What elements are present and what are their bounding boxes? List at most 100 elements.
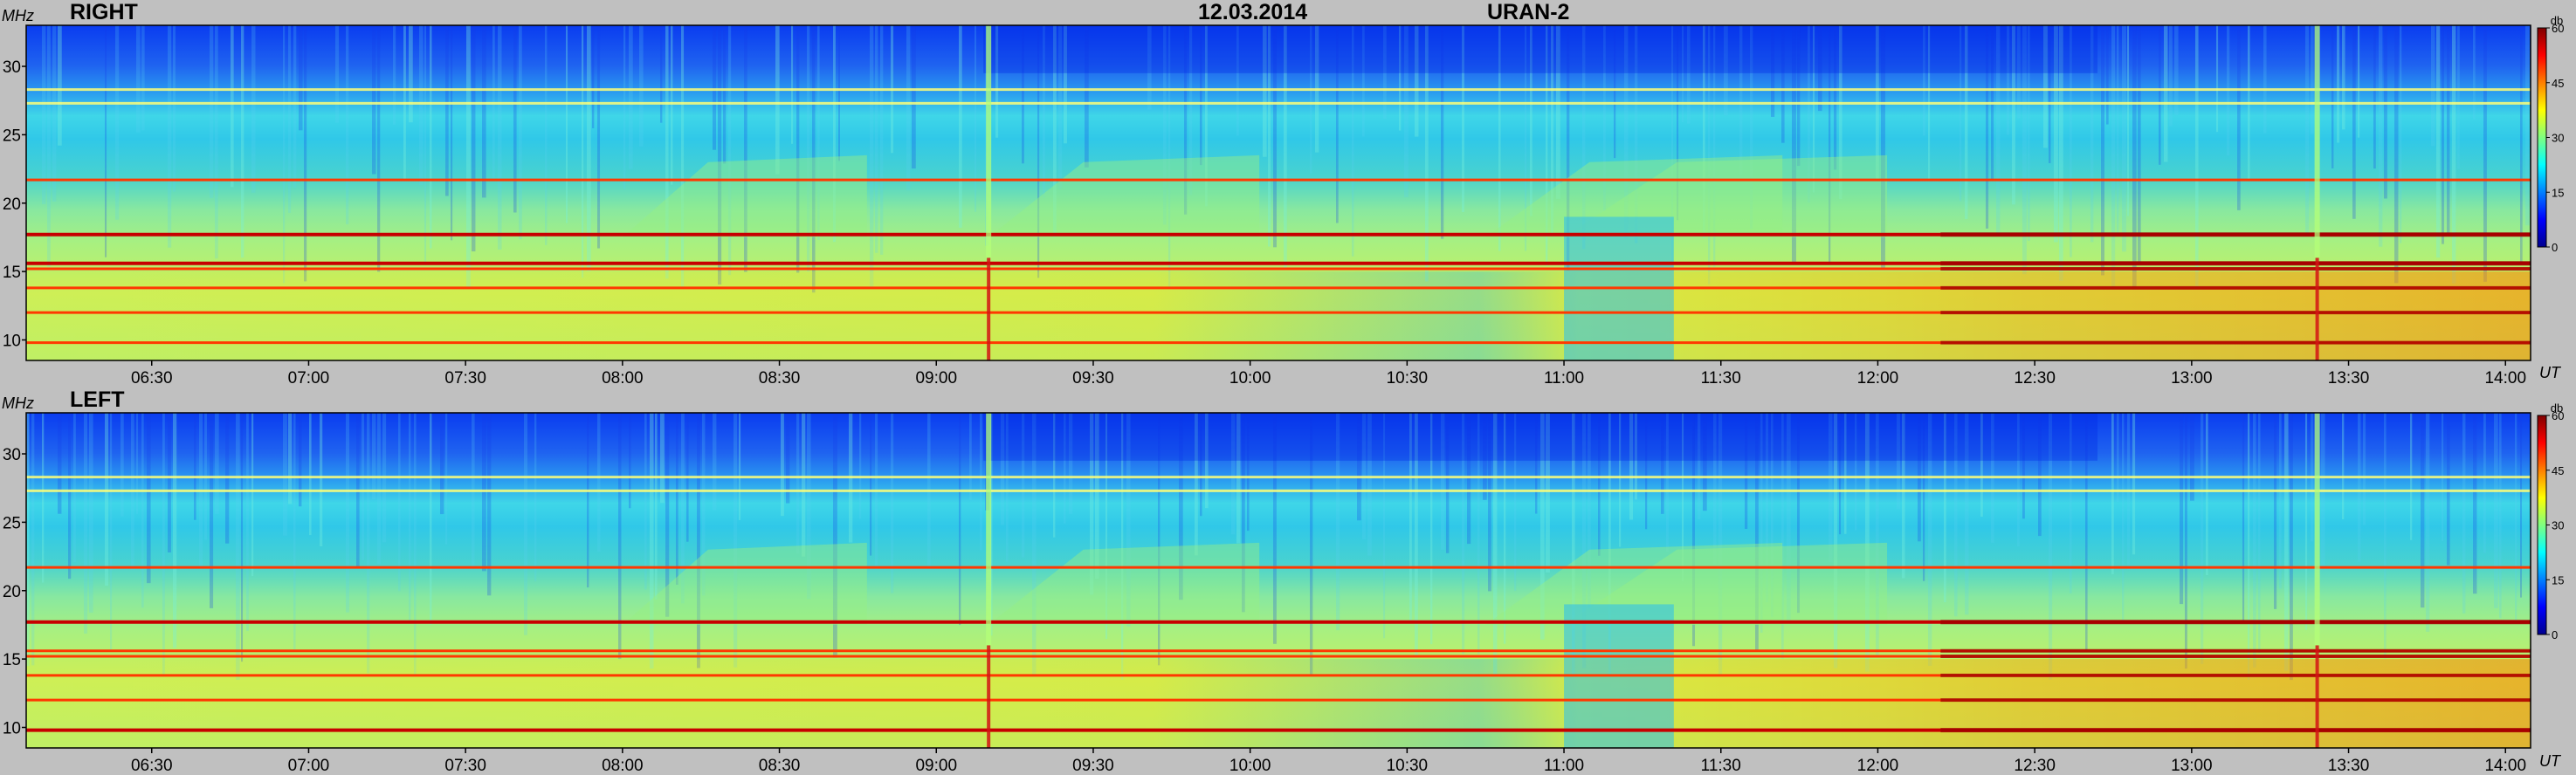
texture-column <box>838 25 841 161</box>
texture-column <box>2017 413 2020 547</box>
texture-column <box>2022 25 2027 275</box>
texture-column <box>1839 413 1842 535</box>
texture-column <box>912 25 916 169</box>
burst-event <box>987 257 991 360</box>
texture-column <box>2090 25 2094 243</box>
texture-column <box>1205 25 1208 207</box>
drift-event <box>1485 542 1783 625</box>
x-tick-label: 12:00 <box>1857 757 1899 775</box>
drift-event <box>622 154 867 237</box>
texture-column <box>288 25 292 213</box>
texture-column <box>723 25 727 164</box>
texture-column <box>812 25 816 293</box>
drift-event <box>988 154 1260 237</box>
texture-column <box>1745 413 1748 529</box>
texture-column <box>1273 413 1277 644</box>
x-tick-label: 07:00 <box>288 369 330 388</box>
low-freq-region <box>26 271 2531 360</box>
texture-column <box>1792 25 1796 264</box>
texture-column <box>215 413 219 514</box>
texture-column <box>1441 413 1445 550</box>
texture-column <box>2426 413 2430 632</box>
texture-column <box>1462 413 1465 655</box>
texture-column <box>1184 25 1188 215</box>
texture-column <box>1923 25 1925 136</box>
texture-column <box>173 413 177 648</box>
texture-column <box>2263 25 2267 134</box>
texture-column <box>1624 25 1629 238</box>
texture-column <box>1755 413 1759 652</box>
x-tick-label: 08:00 <box>602 369 644 388</box>
texture-column <box>870 25 874 287</box>
texture-column <box>1430 413 1433 645</box>
texture-column <box>1383 25 1387 120</box>
x-axis-unit-right: UT <box>2539 364 2560 381</box>
x-axis-unit-left: UT <box>2539 752 2560 770</box>
texture-column <box>980 413 982 551</box>
texture-column <box>293 25 297 189</box>
texture-column <box>739 413 741 520</box>
texture-column <box>2190 413 2194 501</box>
texture-column <box>1336 25 1339 223</box>
texture-column <box>833 413 837 658</box>
texture-column <box>791 25 794 144</box>
texture-column <box>141 25 145 131</box>
colorbar-label: db <box>2551 14 2563 27</box>
texture-column <box>2012 25 2015 205</box>
texture-column <box>335 25 340 123</box>
texture-column <box>1362 25 1365 137</box>
texture-column <box>1367 413 1372 556</box>
texture-column <box>1671 25 1674 271</box>
texture-column <box>1158 413 1161 666</box>
texture-column <box>1677 25 1679 221</box>
texture-column <box>2117 413 2119 503</box>
texture-column <box>2342 25 2345 130</box>
texture-column <box>2195 25 2199 290</box>
texture-column <box>1498 25 1501 251</box>
texture-column <box>775 25 780 175</box>
spectrogram-panel-left: 10 15 20 25 30 06:30 07:00 07:30 08:00 08:30 09:00… <box>3 401 2565 775</box>
texture-column <box>2106 25 2109 125</box>
texture-column <box>2494 413 2498 608</box>
texture-column <box>1053 413 1056 538</box>
texture-column <box>105 25 107 257</box>
texture-column <box>2515 413 2517 623</box>
texture-column <box>1781 25 1785 143</box>
texture-column <box>2279 413 2282 589</box>
texture-column <box>2520 25 2523 264</box>
texture-column <box>1504 413 1506 644</box>
texture-column <box>786 413 790 504</box>
texture-column <box>1661 413 1664 514</box>
texture-column <box>58 413 62 514</box>
texture-column <box>1582 25 1586 250</box>
texture-column <box>430 25 432 249</box>
texture-column <box>136 25 141 133</box>
texture-column <box>472 25 476 252</box>
texture-column <box>2101 25 2104 276</box>
texture-column <box>545 25 548 245</box>
texture-column <box>665 413 670 617</box>
texture-column <box>430 413 432 625</box>
texture-column <box>1121 413 1124 680</box>
texture-column <box>299 25 303 131</box>
texture-column <box>1310 25 1312 174</box>
texture-column <box>141 413 144 608</box>
texture-column <box>2274 413 2277 609</box>
texture-column <box>2216 25 2219 133</box>
texture-column <box>592 25 595 128</box>
texture-column <box>1163 25 1167 225</box>
texture-column <box>1588 413 1591 608</box>
texture-column <box>26 413 30 667</box>
texture-column <box>817 25 820 240</box>
texture-column <box>2070 413 2072 593</box>
texture-column <box>870 413 872 556</box>
texture-column <box>676 413 678 585</box>
texture-column <box>959 413 961 626</box>
texture-column <box>1247 413 1250 532</box>
texture-column <box>1682 25 1684 123</box>
texture-column <box>969 413 972 500</box>
texture-column <box>2442 25 2444 244</box>
texture-column <box>1703 25 1705 238</box>
texture-column <box>891 413 894 593</box>
colorbar-tick-label: 60 <box>2552 409 2564 422</box>
